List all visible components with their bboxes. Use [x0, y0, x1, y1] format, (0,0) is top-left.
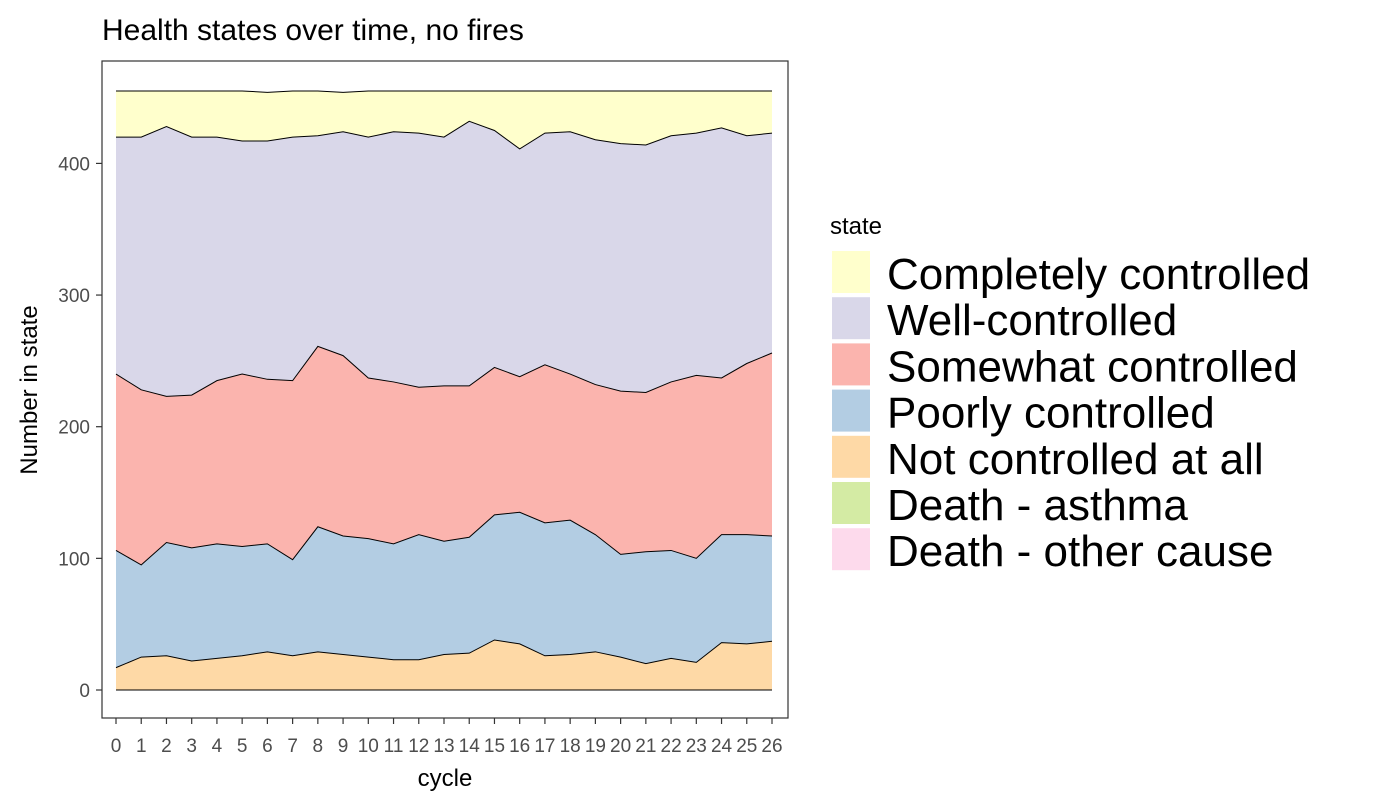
x-tick-label: 20 [610, 736, 631, 757]
x-tick-label: 11 [384, 736, 404, 757]
x-axis: 0 1 2 3 4 5 6 7 8 9 10 11 12 13 14 15 16 17 18 19 20 21 22 23 24… [111, 718, 783, 757]
x-tick-label: 5 [237, 736, 248, 757]
area-outline-not-controlled-at-all [115, 639, 773, 669]
x-tick-label: 4 [212, 736, 223, 757]
x-tick-label: 25 [736, 736, 757, 757]
x-tick-label: 16 [509, 736, 530, 757]
x-tick-label: 1 [136, 736, 147, 757]
x-tick-label: 9 [338, 736, 349, 757]
legend-label-completely-controlled: Completely controlled [887, 250, 1310, 299]
x-tick-label: 8 [313, 736, 324, 757]
legend-label-not-controlled-at-all: Not controlled at all [887, 435, 1264, 484]
chart-title: Health states over time, no fires [102, 14, 524, 47]
x-tick-label: 0 [111, 736, 122, 757]
y-tick-label: 400 [58, 154, 90, 175]
legend-swatch-completely-controlled [832, 251, 870, 293]
x-tick-label: 19 [585, 736, 606, 757]
area-outline-completely-controlled [116, 90, 772, 93]
legend-title: state [830, 213, 882, 240]
x-tick-label: 15 [484, 736, 505, 757]
legend: state Completely controlledWell-controll… [830, 213, 1310, 576]
y-axis: 0 100 200 300 400 [58, 154, 102, 702]
x-tick-label: 7 [287, 736, 298, 757]
area-completely-controlled [116, 91, 772, 149]
x-tick-label: 12 [408, 736, 429, 757]
x-tick-label: 26 [761, 736, 782, 757]
legend-label-well-controlled: Well-controlled [887, 296, 1177, 345]
legend-swatch-death-other-cause [832, 528, 870, 571]
x-tick-label: 3 [186, 736, 197, 757]
y-tick-label: 0 [79, 681, 90, 702]
x-tick-label: 22 [661, 736, 682, 757]
y-axis-title: Number in state [16, 305, 43, 474]
x-axis-title: cycle [418, 765, 473, 792]
area-outline-somewhat-controlled [115, 345, 773, 397]
panel-border [101, 60, 789, 719]
x-tick-label: 13 [433, 736, 454, 757]
x-tick-label: 17 [534, 736, 555, 757]
legend-label-death-asthma: Death - asthma [887, 481, 1188, 530]
x-tick-label: 23 [686, 736, 707, 757]
y-tick-label: 300 [58, 286, 90, 307]
x-tick-label: 6 [262, 736, 273, 757]
area-layers [115, 90, 773, 691]
x-tick-label: 2 [161, 736, 172, 757]
y-tick-label: 100 [58, 549, 90, 570]
area-somewhat-controlled [116, 346, 772, 565]
area-well-controlled [116, 121, 772, 397]
legend-label-poorly-controlled: Poorly controlled [887, 389, 1215, 438]
y-tick-label: 200 [58, 418, 90, 439]
area-outline-poorly-controlled [115, 511, 773, 566]
legend-label-death-other-cause: Death - other cause [887, 527, 1273, 576]
legend-swatch-not-controlled-at-all [832, 435, 870, 478]
x-tick-label: 10 [358, 736, 379, 757]
x-tick-label: 21 [635, 736, 656, 757]
area-poorly-controlled [116, 512, 772, 668]
x-tick-label: 14 [459, 736, 481, 757]
area-outline-well-controlled [116, 120, 773, 150]
legend-swatch-well-controlled [832, 297, 870, 340]
legend-swatch-poorly-controlled [832, 389, 870, 432]
legend-label-somewhat-controlled: Somewhat controlled [887, 342, 1298, 391]
x-tick-label: 24 [711, 736, 733, 757]
x-tick-label: 18 [560, 736, 581, 757]
legend-swatch-somewhat-controlled [832, 343, 870, 386]
legend-swatch-death-asthma [832, 482, 870, 524]
area-not-controlled-at-all [116, 639, 772, 690]
